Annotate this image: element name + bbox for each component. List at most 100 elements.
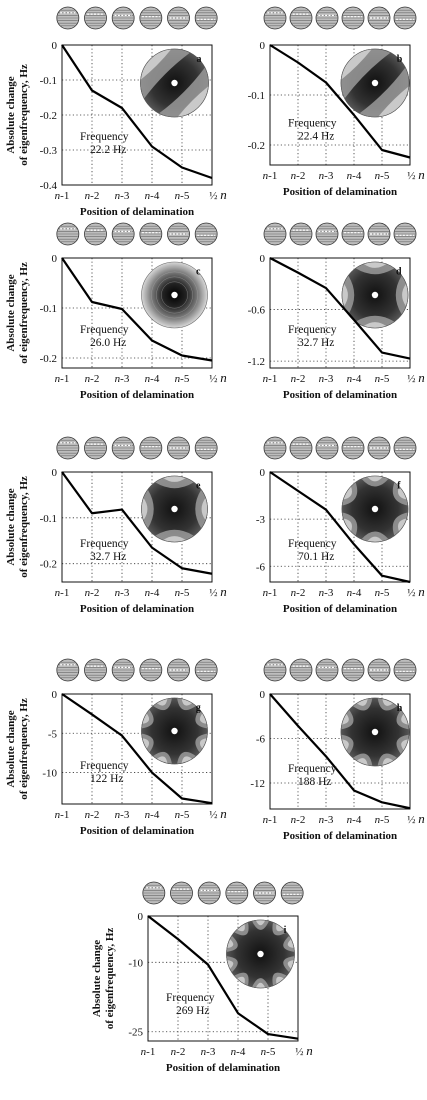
mode-lobe-highlight — [156, 756, 168, 764]
y-tick-label: 0 — [260, 40, 266, 52]
x-tick-label: ½ n — [209, 187, 227, 202]
frequency-label: Frequency — [80, 324, 129, 336]
y-tick-label: 0 — [52, 253, 58, 265]
x-tick-label: n-1 — [263, 814, 278, 826]
mode-lobe-highlight — [401, 713, 409, 725]
frequency-value: 70.1 Hz — [298, 551, 334, 563]
frequency-label: Frequency — [288, 324, 337, 336]
mode-lobe-highlight — [227, 959, 234, 969]
x-tick-label: n-2 — [291, 170, 306, 182]
mode-lobe-highlight — [382, 698, 394, 706]
x-tick-label: n-1 — [141, 1046, 156, 1058]
y-tick-label: -0.1 — [40, 75, 57, 87]
x-tick-label: n-3 — [319, 587, 334, 599]
mode-lobe — [195, 489, 208, 529]
layup-icon — [315, 658, 339, 682]
x-tick-label: ½ n — [209, 584, 227, 599]
layup-icon — [111, 6, 135, 30]
mode-center-dot — [371, 505, 379, 513]
x-axis-label: Position of delamination — [80, 206, 194, 218]
layup-icon — [167, 222, 190, 246]
mode-lobe-highlight — [356, 698, 368, 706]
layup-icon — [111, 222, 135, 246]
layup-icon — [393, 658, 417, 682]
x-tick-label: ½ n — [407, 370, 425, 385]
layup-icon — [393, 436, 417, 460]
mode-center-dot — [371, 728, 379, 736]
x-tick-label: n-3 — [319, 170, 334, 182]
mode-lobe-highlight — [287, 959, 294, 969]
x-tick-label: n-4 — [347, 587, 362, 599]
frequency-value: 22.2 Hz — [90, 144, 126, 156]
layup-icon — [167, 6, 190, 30]
series-line — [269, 44, 411, 159]
mode-ring — [146, 266, 203, 324]
x-tick-label: n-3 — [115, 809, 130, 821]
plot-frame — [269, 257, 411, 369]
layup-icon — [194, 222, 218, 246]
x-tick-label: n-4 — [347, 373, 362, 385]
y-axis-label: of eigenfrequency, Hz — [18, 476, 30, 578]
layup-icon — [194, 6, 218, 30]
y-tick-label: -0.2 — [40, 353, 57, 365]
layup-icon — [197, 881, 221, 905]
mode-lobe-highlight — [341, 739, 349, 751]
plot-frame — [61, 44, 213, 186]
x-axis-label: Position of delamination — [166, 1062, 280, 1074]
mode-lobe — [342, 275, 355, 315]
frequency-label: Frequency — [288, 538, 337, 550]
x-axis-label: Position of delamination — [283, 830, 397, 842]
y-axis-label: Absolute change — [5, 76, 17, 153]
layup-icon — [139, 222, 163, 246]
x-tick-label: n-4 — [145, 809, 160, 821]
y-tick-label: -0.3 — [40, 145, 58, 157]
mode-lobe-highlight — [142, 713, 150, 724]
x-tick-label: n-5 — [375, 373, 390, 385]
layup-icon — [263, 436, 287, 460]
y-tick-label: 0 — [260, 689, 266, 701]
mode-ring — [161, 281, 188, 309]
y-axis-label: Absolute change — [91, 940, 103, 1017]
layup-icon — [194, 436, 218, 460]
x-tick-label: ½ n — [407, 811, 425, 826]
layup-icon — [393, 6, 417, 30]
x-tick-label: n-2 — [291, 814, 306, 826]
x-axis-label: Position of delamination — [80, 825, 194, 837]
mode-center-dot — [371, 79, 379, 87]
mode-ring — [156, 276, 193, 314]
plot-frame — [269, 44, 411, 166]
series-line — [61, 257, 213, 362]
frequency-value: 32.7 Hz — [298, 337, 334, 349]
x-tick-label: n-3 — [115, 190, 130, 202]
panel-letter: g — [196, 703, 201, 714]
layup-icon — [341, 222, 365, 246]
y-tick-label: -0.1 — [40, 303, 57, 315]
layup-icon — [194, 658, 218, 682]
mode-lobe-highlight — [236, 924, 245, 932]
series-line — [147, 915, 299, 1040]
frequency-value: 122 Hz — [90, 773, 124, 785]
y-axis-label: of eigenfrequency, Hz — [18, 698, 30, 800]
mode-lobe-highlight — [287, 939, 294, 949]
x-tick-label: n-5 — [175, 587, 190, 599]
layup-icon — [315, 436, 339, 460]
x-tick-label: n-2 — [291, 373, 306, 385]
mode-lobe-highlight — [163, 476, 186, 482]
y-tick-label: -5 — [48, 728, 58, 740]
layup-icon — [170, 881, 193, 905]
y-tick-label: -12 — [250, 778, 265, 790]
mode-lobe-highlight — [140, 49, 172, 80]
y-tick-label: -6 — [256, 734, 266, 746]
y-tick-label: -10 — [42, 768, 57, 780]
layup-icon — [341, 436, 365, 460]
x-tick-label: n-3 — [115, 587, 130, 599]
x-axis-label: Position of delamination — [80, 389, 194, 401]
x-tick-label: n-1 — [263, 587, 278, 599]
x-tick-label: ½ n — [295, 1043, 313, 1058]
layup-icon — [84, 222, 107, 246]
mode-center-dot — [171, 727, 178, 735]
mode-lobe-highlight — [156, 698, 168, 706]
layup-icon — [56, 6, 80, 30]
